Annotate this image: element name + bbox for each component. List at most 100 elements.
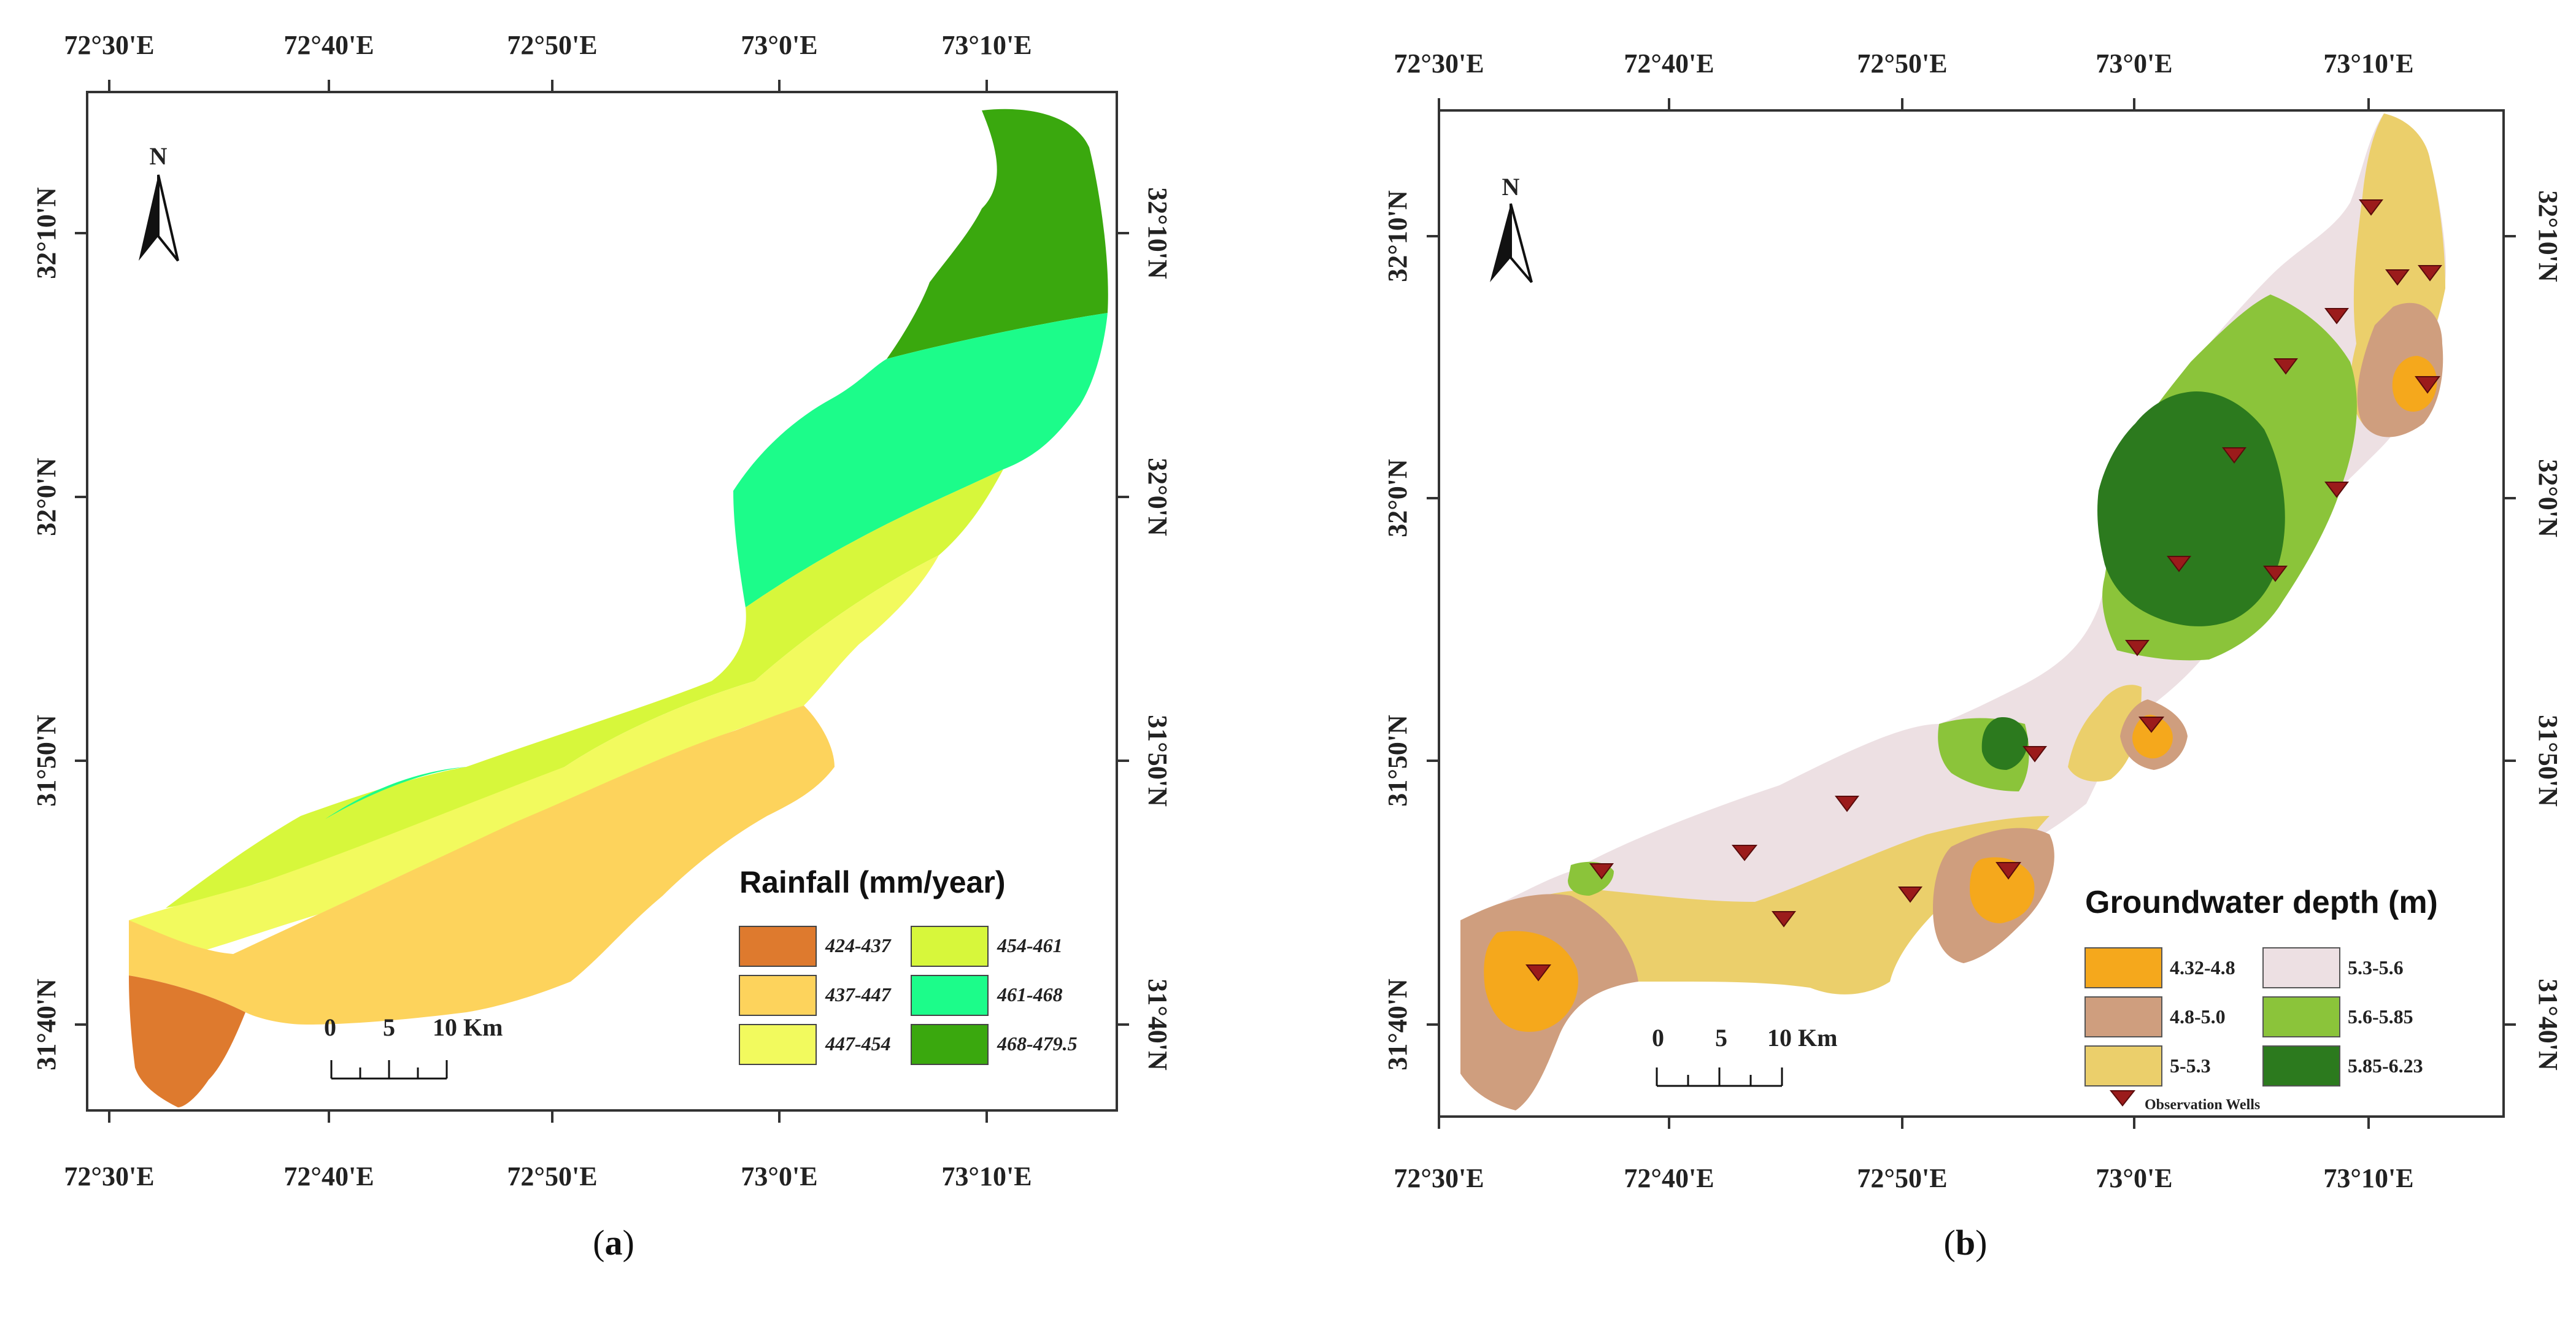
zone-4.32-4.8-south (1970, 857, 2035, 923)
axis-label: 73°10'E (2323, 1163, 2413, 1193)
axis-label: 32°10'N (31, 187, 61, 279)
axis-label: 31°40'N (1382, 979, 1413, 1071)
well-marker (2138, 717, 2165, 733)
well-marker (2324, 308, 2349, 325)
zone-4.32-4.8-middle (2132, 715, 2173, 759)
panel-a-bottom-axis-labels: 72°30'E 72°40'E 72°50'E 73°0'E 73°10'E (64, 1161, 1032, 1191)
zone-437-447 (129, 706, 835, 1025)
panel-b-map-frame (1438, 109, 2505, 1118)
legend-swatch (911, 1024, 989, 1065)
legend-swatch (2084, 947, 2162, 988)
axis-label: 31°50'N (1382, 715, 1413, 807)
well-marker (2359, 199, 2383, 216)
legend-label: 437-447 (825, 983, 892, 1006)
axis-label: 31°50'N (31, 715, 61, 807)
panel-b-legend-title: Groundwater depth (m) (2085, 885, 2438, 920)
legend-swatch (2084, 1045, 2162, 1087)
well-marker (2273, 358, 2298, 375)
legend-wells-label: Observation Wells (2145, 1097, 2260, 1113)
axis-label: 31°40'N (31, 979, 61, 1071)
axis-label: 72°50'E (507, 30, 597, 60)
well-marker (1772, 911, 1796, 928)
legend-swatch (911, 975, 989, 1016)
axis-label: 32°10'N (1143, 187, 1173, 279)
axis-label: 72°40'E (1624, 48, 1714, 79)
axis-label: 73°0'E (2096, 1163, 2172, 1193)
panel-a-caption: (a) (593, 1223, 634, 1263)
panel-b-top-axis-labels: 72°30'E 72°40'E 72°50'E 73°0'E 73°10'E (1394, 48, 2413, 79)
panel-b-ticks (1427, 98, 2516, 1129)
axis-label: 32°10'N (1382, 190, 1413, 282)
axis-label: 73°10'E (941, 1161, 1032, 1191)
axis-label: 32°10'N (2533, 190, 2563, 282)
panel-b-groundwater-map (1460, 113, 2446, 1110)
legend-label: 461-468 (997, 983, 1063, 1006)
legend-swatch (739, 975, 817, 1016)
well-marker (1525, 964, 1552, 982)
panel-a-rainfall-map (129, 109, 1108, 1107)
legend-swatch (739, 926, 817, 967)
well-marker (1898, 887, 1922, 903)
panel-a-scale-bar: 0 5 10 Km (324, 1014, 503, 1080)
legend-swatch (2262, 1045, 2340, 1087)
zone-4.32-4.8-northeast (2392, 356, 2437, 412)
well-marker (1589, 863, 1614, 880)
axis-label: 32°0'N (31, 458, 61, 536)
legend-label: 5.85-6.23 (2348, 1055, 2423, 1077)
panel-b-scale-0: 0 (1652, 1024, 1664, 1052)
legend-swatch (911, 926, 989, 967)
well-marker (2385, 269, 2410, 286)
legend-label: 468-479.5 (997, 1033, 1078, 1055)
panel-a-north-label: N (150, 142, 168, 170)
axis-label: 73°10'E (941, 30, 1032, 60)
axis-label: 72°50'E (1857, 48, 1947, 79)
panel-a-map-frame (86, 91, 1118, 1112)
panel-a-legend: Rainfall (mm/year) 424-437 437-447 447-4… (739, 865, 1078, 1065)
panel-b-bottom-axis-labels: 72°30'E 72°40'E 72°50'E 73°0'E 73°10'E (1394, 1163, 2413, 1193)
axis-label: 72°30'E (1394, 48, 1484, 79)
panel-b-scale-5: 5 (1715, 1024, 1727, 1052)
axis-label: 72°30'E (1394, 1163, 1484, 1193)
zone-447-454 (129, 555, 939, 957)
panel-a-north-arrow: N (139, 142, 179, 262)
observation-wells (1525, 199, 2442, 982)
well-marker (2263, 566, 2288, 582)
axis-label: 32°0'N (2533, 459, 2563, 537)
panel-a-legend-title: Rainfall (mm/year) (739, 865, 1005, 899)
panel-a-scale-5: 5 (383, 1014, 395, 1041)
axis-label: 31°50'N (1143, 715, 1173, 807)
axis-label: 72°50'E (1857, 1163, 1947, 1193)
well-marker (2023, 746, 2047, 763)
panel-b: N 0 5 10 Km Groundwater depth (m) 4.32-4… (1382, 48, 2563, 1263)
well-marker (1731, 845, 1758, 861)
panel-b-scale-10km: 10 Km (1767, 1024, 1837, 1052)
legend-label: 447-454 (825, 1033, 891, 1055)
zone-4.32-4.8-southwest (1484, 931, 1578, 1032)
panel-a-right-axis-labels: 32°10'N 32°0'N 31°50'N 31°40'N (1143, 187, 1173, 1071)
panel-a-top-axis-labels: 72°30'E 72°40'E 72°50'E 73°0'E 73°10'E (64, 30, 1032, 60)
panel-b-legend: Groundwater depth (m) 4.32-4.8 4.8-5.0 5… (2084, 885, 2438, 1113)
zone-424-437 (129, 975, 245, 1107)
legend-label: 5-5.3 (2170, 1055, 2211, 1077)
zone-468-479 (887, 109, 1108, 359)
axis-label: 73°10'E (2323, 48, 2413, 79)
panel-a-scale-10km: 10 Km (433, 1014, 503, 1041)
legend-label: 4.32-4.8 (2170, 956, 2235, 979)
zone-454-461 (166, 469, 1003, 908)
axis-label: 31°50'N (2533, 715, 2563, 807)
panel-b-caption: (b) (1944, 1223, 1988, 1263)
legend-swatch (2262, 947, 2340, 988)
axis-label: 31°40'N (1143, 979, 1173, 1071)
axis-label: 72°40'E (283, 30, 374, 60)
legend-well-marker (2109, 1090, 2136, 1107)
legend-label: 424-437 (825, 934, 892, 956)
axis-label: 31°40'N (2533, 979, 2563, 1071)
well-marker (2222, 447, 2246, 464)
panel-a-ticks (75, 80, 1129, 1123)
panel-b-right-axis-labels: 32°10'N 32°0'N 31°50'N 31°40'N (2533, 190, 2563, 1071)
axis-label: 72°30'E (64, 30, 154, 60)
panel-b-scale-bar: 0 5 10 Km (1652, 1024, 1837, 1087)
axis-label: 72°40'E (1624, 1163, 1714, 1193)
panel-b-north-arrow: N (1490, 173, 1533, 283)
